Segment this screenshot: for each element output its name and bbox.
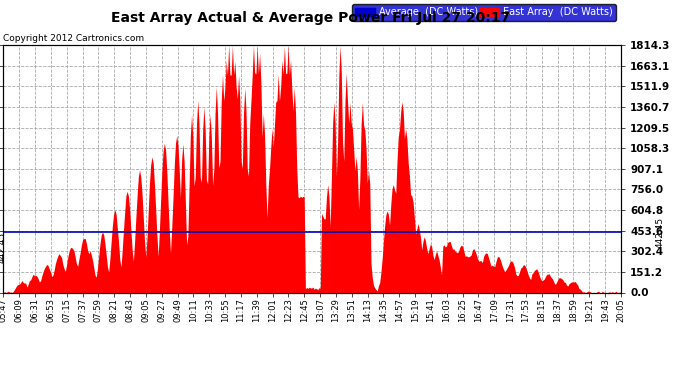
- Text: Copyright 2012 Cartronics.com: Copyright 2012 Cartronics.com: [3, 34, 145, 43]
- Legend: Average  (DC Watts), East Array  (DC Watts): Average (DC Watts), East Array (DC Watts…: [352, 4, 616, 21]
- Text: 442.45: 442.45: [0, 232, 7, 263]
- Text: 442.45: 442.45: [656, 217, 664, 248]
- Text: East Array Actual & Average Power Fri Jul 27 20:17: East Array Actual & Average Power Fri Ju…: [111, 11, 510, 25]
